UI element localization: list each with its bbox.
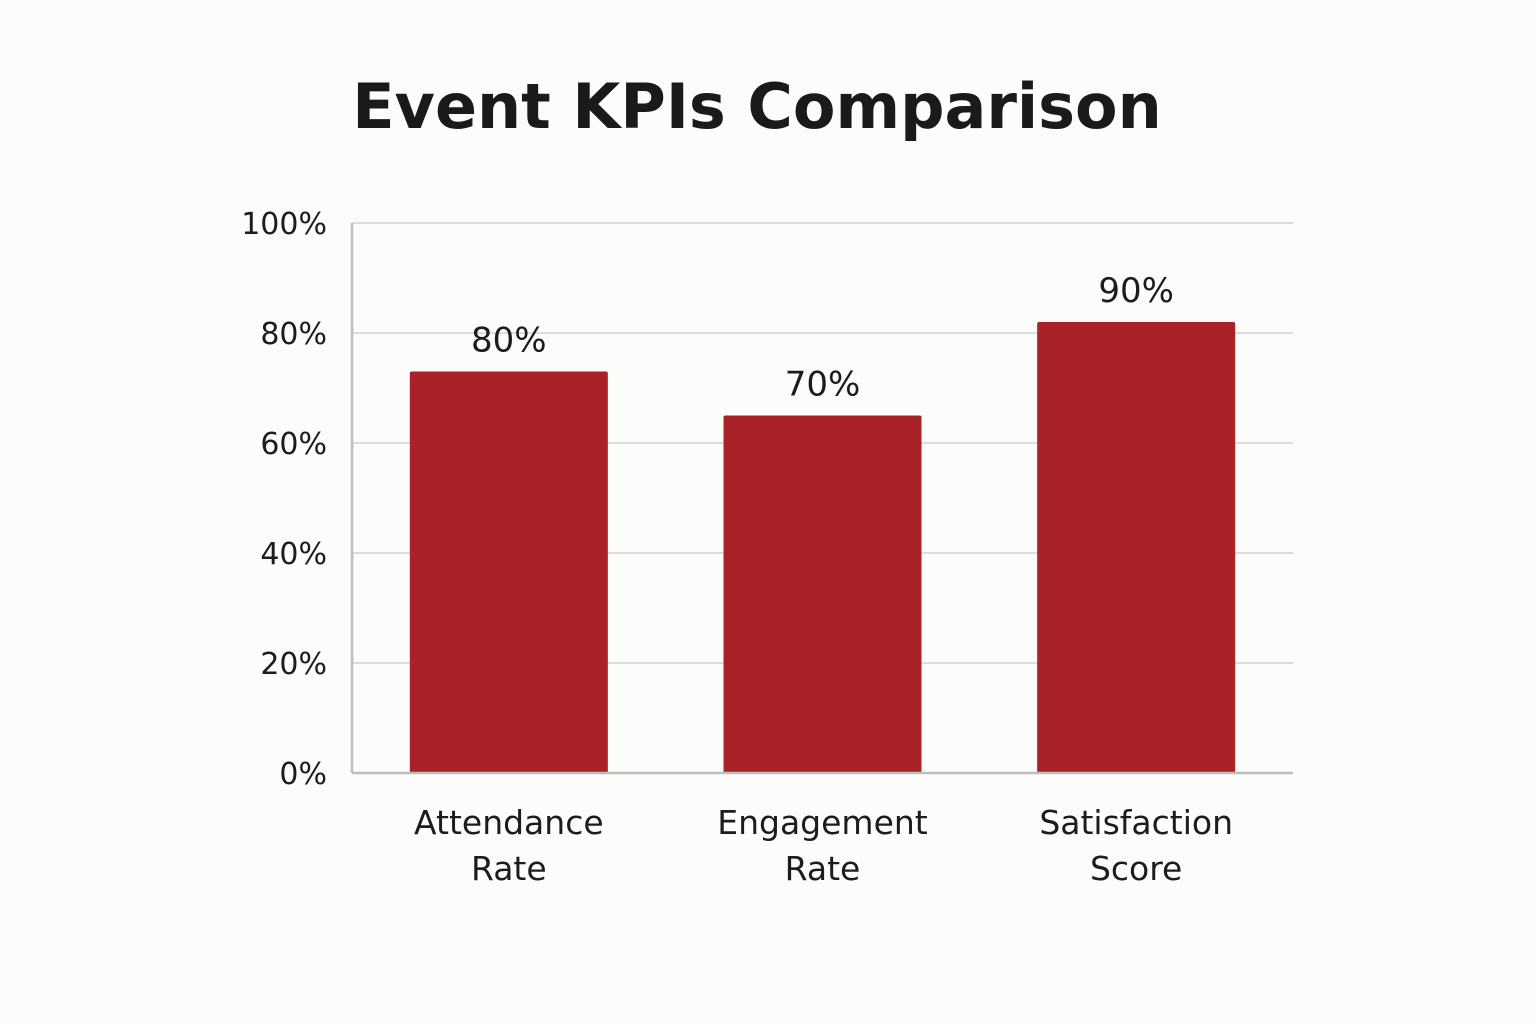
- bar: [409, 371, 608, 773]
- category-label: Satisfaction: [1039, 803, 1233, 842]
- x-axis-category-labels: Attendance Rate Engagement Rate Satisfaction…: [414, 803, 1233, 888]
- y-tick-label: 80%: [260, 317, 327, 352]
- y-tick-label: 40%: [260, 537, 327, 572]
- bars: [409, 322, 1236, 773]
- bar: [723, 415, 922, 773]
- bar-value-label: 80%: [471, 321, 547, 361]
- category-label: Rate: [471, 849, 547, 888]
- bar-value-label: 70%: [785, 365, 861, 405]
- category-label: Attendance: [414, 803, 604, 842]
- y-axis-tick-labels: 0% 20% 40% 60% 80% 100%: [241, 207, 327, 792]
- y-tick-label: 0%: [279, 757, 327, 792]
- chart-title: Event KPIs Comparison: [352, 70, 1162, 143]
- bar-value-label: 90%: [1098, 271, 1174, 311]
- y-tick-label: 60%: [260, 427, 327, 462]
- category-label: Engagement: [717, 803, 928, 842]
- data-labels: 80% 70% 90%: [471, 271, 1174, 405]
- category-label: Rate: [785, 849, 861, 888]
- y-tick-label: 20%: [260, 647, 327, 682]
- category-label: Score: [1090, 849, 1182, 888]
- axes: [350, 223, 1293, 775]
- y-tick-label: 100%: [241, 207, 327, 242]
- bar: [1037, 322, 1236, 773]
